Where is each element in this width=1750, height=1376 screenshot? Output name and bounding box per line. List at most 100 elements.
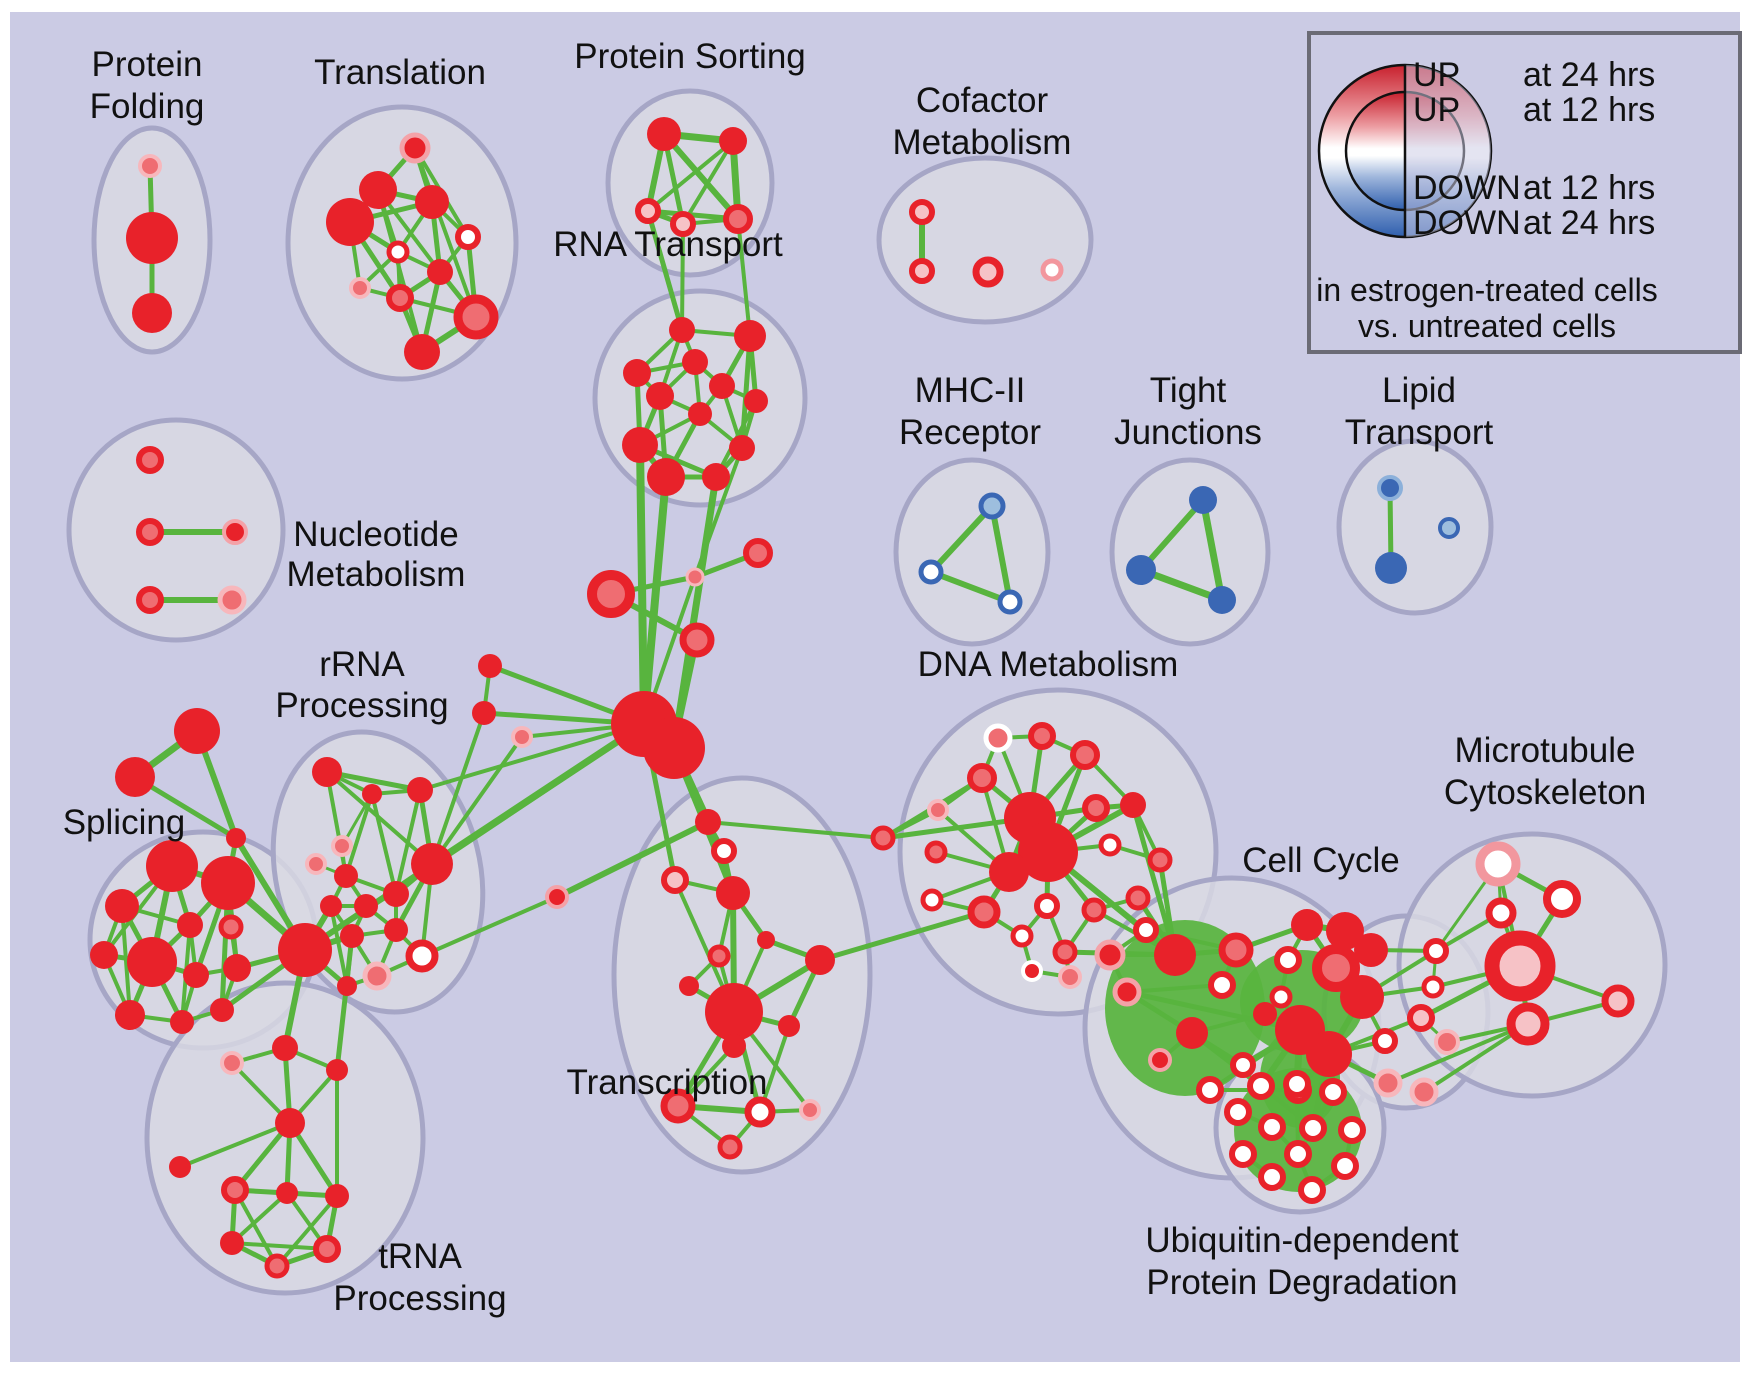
gene-node[interactable] [1375, 552, 1407, 584]
gene-node[interactable] [545, 885, 569, 909]
gene-node[interactable] [1148, 1048, 1172, 1072]
gene-node[interactable] [587, 570, 635, 618]
gene-node[interactable] [169, 1156, 191, 1178]
gene-node[interactable] [1338, 1116, 1366, 1144]
gene-node[interactable] [679, 976, 699, 996]
gene-node[interactable] [705, 983, 763, 1041]
gene-node[interactable] [1094, 939, 1126, 971]
gene-node[interactable] [623, 359, 651, 387]
gene-node[interactable] [325, 1184, 349, 1208]
gene-node[interactable] [223, 954, 251, 982]
gene-node[interactable] [1189, 486, 1217, 514]
gene-node[interactable] [1126, 555, 1156, 585]
gene-node[interactable] [1082, 794, 1110, 822]
gene-node[interactable] [723, 204, 753, 234]
gene-node[interactable] [757, 931, 775, 949]
gene-node[interactable] [386, 240, 410, 264]
gene-node[interactable] [679, 622, 715, 658]
gene-node[interactable] [989, 852, 1029, 892]
gene-node[interactable] [1326, 912, 1364, 950]
gene-node[interactable] [1229, 1140, 1257, 1168]
gene-node[interactable] [1052, 939, 1078, 965]
gene-node[interactable] [711, 838, 737, 864]
gene-node[interactable] [1208, 586, 1236, 614]
gene-node[interactable] [349, 277, 371, 299]
gene-node[interactable] [1438, 517, 1460, 539]
gene-node[interactable] [1247, 1072, 1275, 1100]
gene-node[interactable] [138, 154, 162, 178]
gene-node[interactable] [669, 317, 695, 343]
gene-node[interactable] [1434, 1029, 1460, 1055]
gene-node[interactable] [1021, 960, 1043, 982]
gene-node[interactable] [1112, 977, 1142, 1007]
gene-node[interactable] [972, 256, 1004, 288]
gene-node[interactable] [1154, 934, 1196, 976]
gene-node[interactable] [218, 914, 244, 940]
gene-node[interactable] [511, 726, 533, 748]
gene-node[interactable] [1098, 833, 1122, 857]
gene-node[interactable] [1306, 1031, 1352, 1077]
gene-node[interactable] [1147, 847, 1173, 873]
gene-node[interactable] [1409, 1077, 1439, 1107]
gene-node[interactable] [1034, 893, 1060, 919]
gene-node[interactable] [272, 1035, 298, 1061]
gene-node[interactable] [670, 211, 696, 237]
gene-node[interactable] [805, 945, 835, 975]
gene-node[interactable] [320, 895, 342, 917]
gene-node[interactable] [635, 198, 661, 224]
gene-node[interactable] [264, 1253, 290, 1279]
gene-node[interactable] [326, 198, 374, 246]
gene-node[interactable] [1340, 975, 1384, 1019]
gene-node[interactable] [661, 866, 689, 894]
gene-node[interactable] [1081, 897, 1107, 923]
gene-node[interactable] [734, 320, 766, 352]
gene-node[interactable] [716, 876, 750, 910]
gene-node[interactable] [1253, 1002, 1277, 1026]
gene-node[interactable] [685, 567, 705, 587]
gene-node[interactable] [90, 941, 118, 969]
gene-node[interactable] [1040, 258, 1064, 282]
gene-node[interactable] [126, 212, 178, 264]
gene-node[interactable] [453, 294, 499, 340]
gene-node[interactable] [1291, 909, 1323, 941]
gene-node[interactable] [362, 961, 392, 991]
gene-node[interactable] [978, 492, 1006, 520]
gene-node[interactable] [1224, 1098, 1252, 1126]
gene-node[interactable] [210, 998, 234, 1022]
gene-node[interactable] [334, 864, 358, 888]
gene-node[interactable] [744, 389, 768, 413]
gene-node[interactable] [1298, 1176, 1326, 1204]
gene-node[interactable] [1269, 985, 1293, 1009]
gene-node[interactable] [221, 1176, 249, 1204]
gene-node[interactable] [146, 840, 198, 892]
gene-node[interactable] [354, 894, 378, 918]
gene-node[interactable] [647, 458, 685, 496]
gene-node[interactable] [1133, 917, 1159, 943]
gene-node[interactable] [312, 757, 342, 787]
gene-node[interactable] [472, 701, 496, 725]
gene-node[interactable] [918, 559, 944, 585]
gene-node[interactable] [1475, 841, 1521, 887]
gene-node[interactable] [778, 1015, 800, 1037]
gene-node[interactable] [115, 1000, 145, 1030]
gene-node[interactable] [174, 708, 220, 754]
gene-node[interactable] [717, 1134, 743, 1160]
gene-node[interactable] [1407, 1004, 1435, 1032]
gene-node[interactable] [1208, 971, 1236, 999]
gene-node[interactable] [924, 840, 948, 864]
gene-node[interactable] [1120, 792, 1146, 818]
gene-node[interactable] [722, 1034, 746, 1058]
gene-node[interactable] [1283, 1070, 1311, 1098]
gene-node[interactable] [340, 924, 364, 948]
gene-node[interactable] [622, 427, 658, 463]
gene-node[interactable] [1601, 984, 1635, 1018]
gene-node[interactable] [337, 976, 357, 996]
gene-node[interactable] [1018, 822, 1078, 882]
gene-node[interactable] [222, 519, 248, 545]
gene-node[interactable] [702, 463, 730, 491]
gene-node[interactable] [709, 373, 735, 399]
gene-node[interactable] [183, 962, 209, 988]
gene-node[interactable] [217, 585, 247, 615]
gene-node[interactable] [1125, 885, 1151, 911]
gene-node[interactable] [177, 912, 203, 938]
